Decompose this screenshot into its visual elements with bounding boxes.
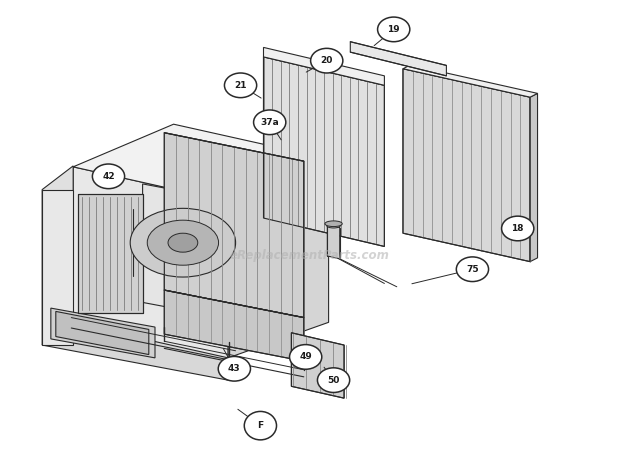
Ellipse shape — [325, 221, 342, 227]
Polygon shape — [327, 225, 340, 259]
Ellipse shape — [244, 411, 277, 440]
Text: 75: 75 — [466, 265, 479, 273]
Circle shape — [502, 216, 534, 241]
Text: eReplacementParts.com: eReplacementParts.com — [230, 249, 390, 263]
Polygon shape — [264, 47, 384, 85]
Circle shape — [311, 48, 343, 73]
Text: 43: 43 — [228, 365, 241, 373]
Circle shape — [456, 257, 489, 282]
Polygon shape — [164, 290, 304, 361]
Polygon shape — [228, 159, 329, 358]
Text: 20: 20 — [321, 56, 333, 65]
Circle shape — [290, 345, 322, 369]
Ellipse shape — [168, 233, 198, 252]
Circle shape — [92, 164, 125, 189]
Polygon shape — [164, 133, 304, 318]
Polygon shape — [143, 184, 228, 319]
Polygon shape — [56, 311, 149, 355]
Circle shape — [317, 368, 350, 392]
Polygon shape — [42, 190, 73, 345]
Ellipse shape — [147, 220, 218, 265]
Polygon shape — [73, 124, 329, 201]
Polygon shape — [78, 194, 143, 313]
Text: 21: 21 — [234, 81, 247, 90]
Polygon shape — [42, 166, 73, 345]
Text: 42: 42 — [102, 172, 115, 181]
Polygon shape — [51, 308, 155, 358]
Polygon shape — [53, 323, 81, 342]
Ellipse shape — [327, 223, 340, 228]
Circle shape — [378, 17, 410, 42]
Text: 37a: 37a — [260, 118, 279, 127]
Ellipse shape — [130, 209, 236, 277]
Circle shape — [224, 73, 257, 98]
Circle shape — [218, 356, 250, 381]
Polygon shape — [530, 93, 538, 262]
Polygon shape — [350, 42, 446, 76]
Polygon shape — [264, 57, 384, 246]
Polygon shape — [73, 167, 228, 358]
Text: F: F — [257, 421, 264, 430]
Text: 19: 19 — [388, 25, 400, 34]
Polygon shape — [403, 65, 538, 97]
Polygon shape — [291, 333, 344, 398]
Text: 18: 18 — [512, 224, 524, 233]
Text: 49: 49 — [299, 353, 312, 361]
Polygon shape — [403, 69, 530, 262]
Polygon shape — [42, 322, 242, 380]
Text: 50: 50 — [327, 376, 340, 384]
Polygon shape — [53, 331, 236, 371]
Circle shape — [254, 110, 286, 135]
